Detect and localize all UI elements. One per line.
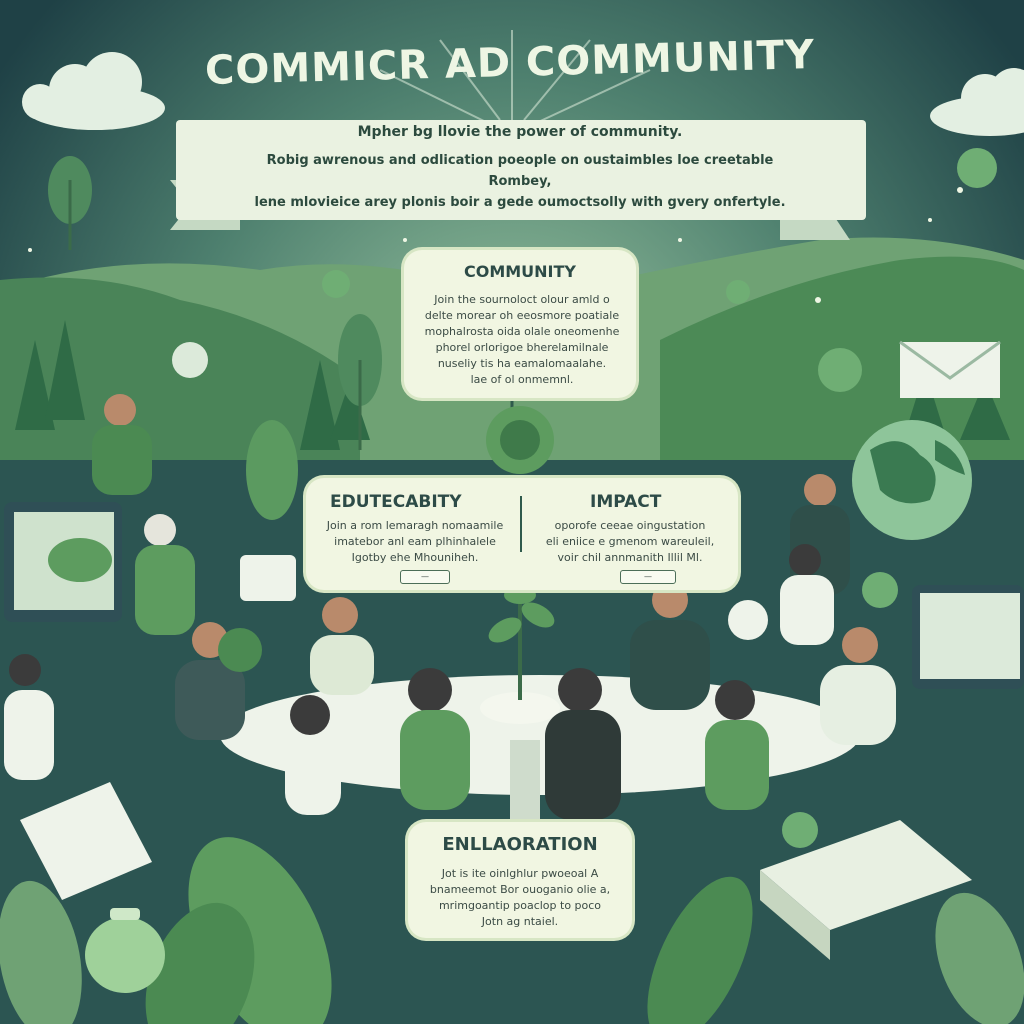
collaboration-card: ENLLAORATION Jot is ite oinlghlur pwoeoa… [408, 822, 632, 938]
impact-heading: IMPACT [590, 492, 662, 512]
teapot-icon [85, 908, 165, 993]
community-body-line: Join the sournoloct olour amld o [434, 293, 610, 306]
impact-body-line: voir chil annmanith Illil Ml. [557, 551, 703, 564]
banner-body-line-2: lene mlovieice arey plonis boir a gede o… [254, 195, 786, 210]
document-board-right [760, 820, 972, 960]
earth-globe [852, 420, 972, 540]
community-body-line: mophalrosta oida olale oneomenhe [424, 325, 620, 338]
education-body-line: Join a rom lemaragh nomaamile [326, 519, 504, 532]
collaboration-body-line: mrimgoantip poaclop to poco [438, 899, 602, 912]
collaboration-heading: ENLLAORATION [442, 834, 598, 855]
light-rays [379, 30, 651, 125]
community-body-line: lae of ol onmemnl. [470, 373, 574, 386]
banner-ribbon [170, 120, 866, 240]
cloud-right [930, 68, 1024, 136]
community-body-line: phorel orlorigoe bherelamilnale [435, 341, 609, 354]
collaboration-body-line: Jotn ag ntaiel. [481, 915, 559, 928]
collaboration-body-line: Jot is ite oinlghlur pwoeoal A [441, 867, 599, 880]
community-card: COMMUNITY Join the sournoloct olour amld… [404, 250, 636, 398]
education-heading: EDUTECABITY [330, 492, 462, 512]
education-impact-card: EDUTECABITY Join a rom lemaragh nomaamil… [306, 478, 738, 590]
stars [28, 187, 963, 303]
envelope-icon [899, 340, 1001, 398]
education-body-line: imatebor anl eam plhinhalele [334, 535, 496, 548]
foreground-leaves [0, 837, 1024, 1024]
impact-body: oporofe ceeae oingustation eli eniice e … [532, 518, 728, 566]
impact-link-pill[interactable]: — [620, 570, 676, 584]
collaboration-body: Jot is ite oinlghlur pwoeoal A bnameemot… [422, 866, 618, 930]
eco-badges [172, 148, 997, 848]
collaboration-body-line: bnameemot Bor ouoganio olie a, [429, 883, 611, 896]
monitor-left [4, 502, 122, 622]
newspaper-left [20, 782, 152, 900]
education-body-line: Igotby ehe Mhouniheh. [351, 551, 479, 564]
impact-body-line: eli eniice e gmenom wareuleil, [545, 535, 715, 548]
banner-subtitle: Mpher bg llovie the power of community. [357, 124, 683, 140]
banner-body: Robig awrenous and odlication poeople on… [240, 150, 800, 213]
impact-body-line: oporofe ceeae oingustation [554, 519, 706, 532]
education-body: Join a rom lemaragh nomaamile imatebor a… [320, 518, 510, 566]
banner-body-line-1: Robig awrenous and odlication poeople on… [266, 153, 774, 189]
community-heading: COMMUNITY [463, 262, 577, 281]
education-link-pill[interactable]: — [400, 570, 450, 584]
people-group [4, 394, 896, 820]
community-body-line: nuseliy tis ha eamalomaalahe. [437, 357, 607, 370]
community-body-line: delte morear oh eeosmore poatiale [424, 309, 620, 322]
central-plant [480, 586, 560, 724]
monitor-right [912, 585, 1024, 689]
cloud-left [22, 52, 165, 130]
community-body: Join the sournoloct olour amld o delte m… [424, 292, 620, 388]
card-divider [520, 496, 522, 552]
leafy-trees [48, 156, 382, 601]
